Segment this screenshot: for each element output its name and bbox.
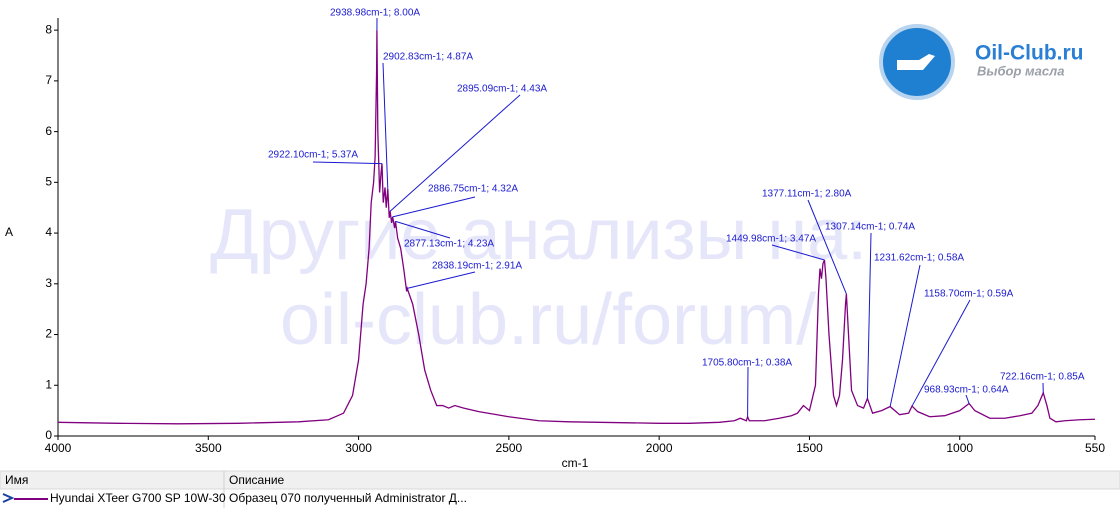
y-tick-label: 2: [45, 327, 52, 341]
logo-subtitle: Выбор масла: [977, 63, 1064, 78]
logo-title: Oil-Club.ru: [975, 42, 1084, 65]
annotation-label: 2877.13cm-1; 4.23A: [404, 239, 494, 250]
x-tick-label: 550: [1085, 441, 1105, 455]
annotation-label: 2895.09cm-1; 4.43A: [457, 84, 547, 95]
x-tick-label: 3000: [345, 441, 372, 455]
x-tick-label: 3500: [195, 441, 222, 455]
x-tick-label: 1000: [946, 441, 973, 455]
logo: Oil-Club.ru Выбор масла: [881, 26, 1084, 98]
annotation-label: 1158.70cm-1; 0.59A: [924, 289, 1014, 300]
y-tick-label: 0: [45, 428, 52, 442]
y-tick-label: 4: [45, 225, 52, 239]
annotation-leader: [890, 265, 920, 407]
y-tick-label: 7: [45, 73, 52, 87]
x-tick-label: 4000: [45, 441, 72, 455]
annotation-label: 2938.98cm-1; 8.00A: [330, 8, 420, 19]
y-tick-label: 3: [45, 276, 52, 290]
table-header-cell: Имя: [5, 473, 28, 487]
x-tick-label: 2000: [646, 441, 673, 455]
annotation-label: 1377.11cm-1; 2.80A: [762, 189, 852, 200]
x-axis-title: cm-1: [562, 456, 589, 470]
y-tick-label: 8: [45, 22, 52, 36]
annotation-leader: [966, 395, 969, 404]
annotation-label: 2902.83cm-1; 4.87A: [383, 52, 473, 63]
annotation-label: 2922.10cm-1; 5.37A: [268, 150, 358, 161]
y-tick-label: 6: [45, 124, 52, 138]
annotation-label: 1231.62cm-1; 0.58A: [874, 253, 964, 264]
annotation-label: 722.16cm-1; 0.85A: [1000, 372, 1085, 383]
annotation-label: 2886.75cm-1; 4.32A: [428, 184, 518, 195]
annotation-label: 2838.19cm-1; 2.91A: [432, 261, 522, 272]
annotation-leader: [867, 233, 871, 398]
table-header: [0, 471, 1120, 489]
y-axis-title: A: [5, 225, 13, 239]
annotation-label: 1705.80cm-1; 0.38A: [702, 358, 792, 369]
x-tick-label: 2500: [496, 441, 523, 455]
y-tick-label: 1: [45, 377, 52, 391]
annotation-leader: [383, 63, 388, 189]
y-tick-label: 5: [45, 175, 52, 189]
annotation-label: 1307.14cm-1; 0.74A: [825, 222, 915, 233]
annotation-label: 1449.98cm-1; 3.47A: [726, 234, 816, 245]
table-header-cell: Описание: [229, 473, 285, 487]
row-arrow: [3, 494, 12, 502]
annotation-label: 968.93cm-1; 0.64A: [924, 385, 1009, 396]
annotation-leader: [313, 162, 382, 164]
legend-label[interactable]: Hyundai XTeer G700 SP 10W-30: [50, 491, 226, 505]
x-tick-label: 1500: [796, 441, 823, 455]
watermark: oil-club.ru/forum/: [280, 280, 816, 360]
table-cell: Образец 070 полученный Administrator Д..…: [229, 491, 467, 505]
